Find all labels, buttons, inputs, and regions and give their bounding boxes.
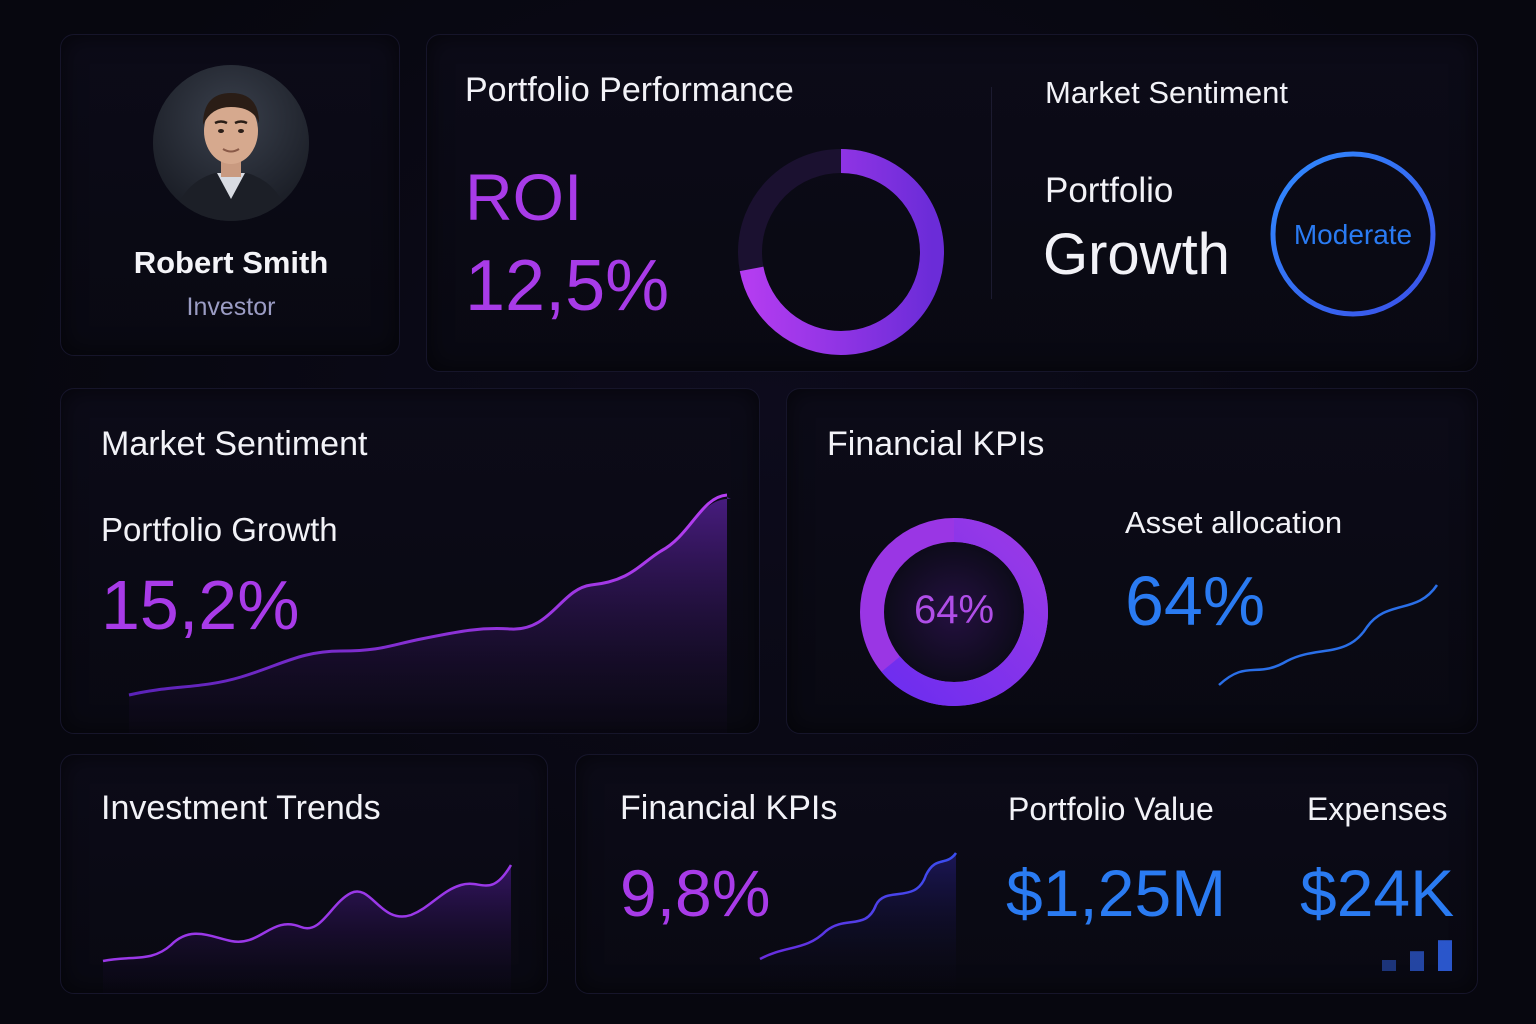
sentiment-badge: Moderate (1293, 219, 1413, 250)
roi-donut (738, 149, 944, 355)
portfolio-performance-title: Portfolio Performance (465, 71, 794, 109)
roi-label: ROI (465, 160, 583, 234)
sentiment-ring (1270, 151, 1436, 317)
trends-line (102, 864, 513, 963)
expense-bar (1410, 951, 1424, 971)
profile-role: Investor (186, 293, 276, 321)
kpi-sparkline (759, 852, 1452, 993)
kpi-area (760, 853, 956, 993)
market-sentiment-card[interactable]: Market Sentiment Portfolio Growth 15,2% (60, 388, 760, 734)
portfolio-performance-card[interactable]: Portfolio Performance ROI 12,5% Market S… (426, 34, 1478, 372)
financial-kpis-bottom-card[interactable]: Financial KPIs 9,8% Portfolio Value $1,2… (575, 754, 1478, 994)
portfolio-value-label: Portfolio Value (1008, 791, 1214, 827)
expenses-value: $24K (1300, 856, 1455, 930)
growth-label: Growth (1043, 222, 1230, 287)
investment-trends-title: Investment Trends (101, 789, 381, 827)
allocation-sparkline (1218, 584, 1439, 686)
investment-trends-sparkline (102, 864, 513, 993)
portfolio-value: $1,25M (1006, 856, 1227, 930)
expense-bar (1382, 960, 1396, 971)
market-sentiment-title: Market Sentiment (1045, 75, 1288, 110)
roi-donut-arc (738, 149, 944, 355)
trends-area (103, 865, 511, 993)
portfolio-label: Portfolio (1045, 171, 1174, 210)
sentiment-gauge (1270, 151, 1436, 317)
financial-kpis-bottom-title: Financial KPIs (620, 789, 838, 827)
profile-card[interactable]: Robert Smith Investor (60, 34, 400, 356)
allocation-donut-label: 64% (913, 588, 995, 632)
investment-trends-card[interactable]: Investment Trends (60, 754, 548, 994)
profile-name: Robert Smith (133, 245, 329, 280)
allocation-donut-arc (860, 518, 1048, 706)
growth-line (128, 493, 728, 697)
expenses-label: Expenses (1307, 791, 1448, 827)
financial-kpis-title: Financial KPIs (827, 425, 1045, 463)
avatar[interactable] (153, 65, 309, 221)
financial-kpis-card[interactable]: Financial KPIs 64% Asset allocation 64% (786, 388, 1478, 734)
asset-allocation-label: Asset allocation (1125, 505, 1343, 540)
expenses-bar-chart (1382, 940, 1452, 971)
expense-bar (1438, 940, 1452, 971)
portfolio-growth-sparkline (128, 493, 731, 733)
portfolio-growth-value: 15,2% (101, 566, 300, 644)
divider (991, 87, 992, 299)
kpi-line (759, 852, 958, 961)
growth-area (129, 497, 731, 733)
avatar-image (153, 65, 309, 221)
roi-value: 12,5% (465, 246, 670, 326)
asset-allocation-value: 64% (1125, 562, 1266, 640)
market-sentiment-card-title: Market Sentiment (101, 425, 368, 463)
allocation-donut (860, 518, 1439, 706)
financial-kpis-bottom-value: 9,8% (620, 856, 771, 930)
portfolio-growth-label: Portfolio Growth (101, 511, 338, 548)
allocation-donut-center (884, 542, 1024, 682)
